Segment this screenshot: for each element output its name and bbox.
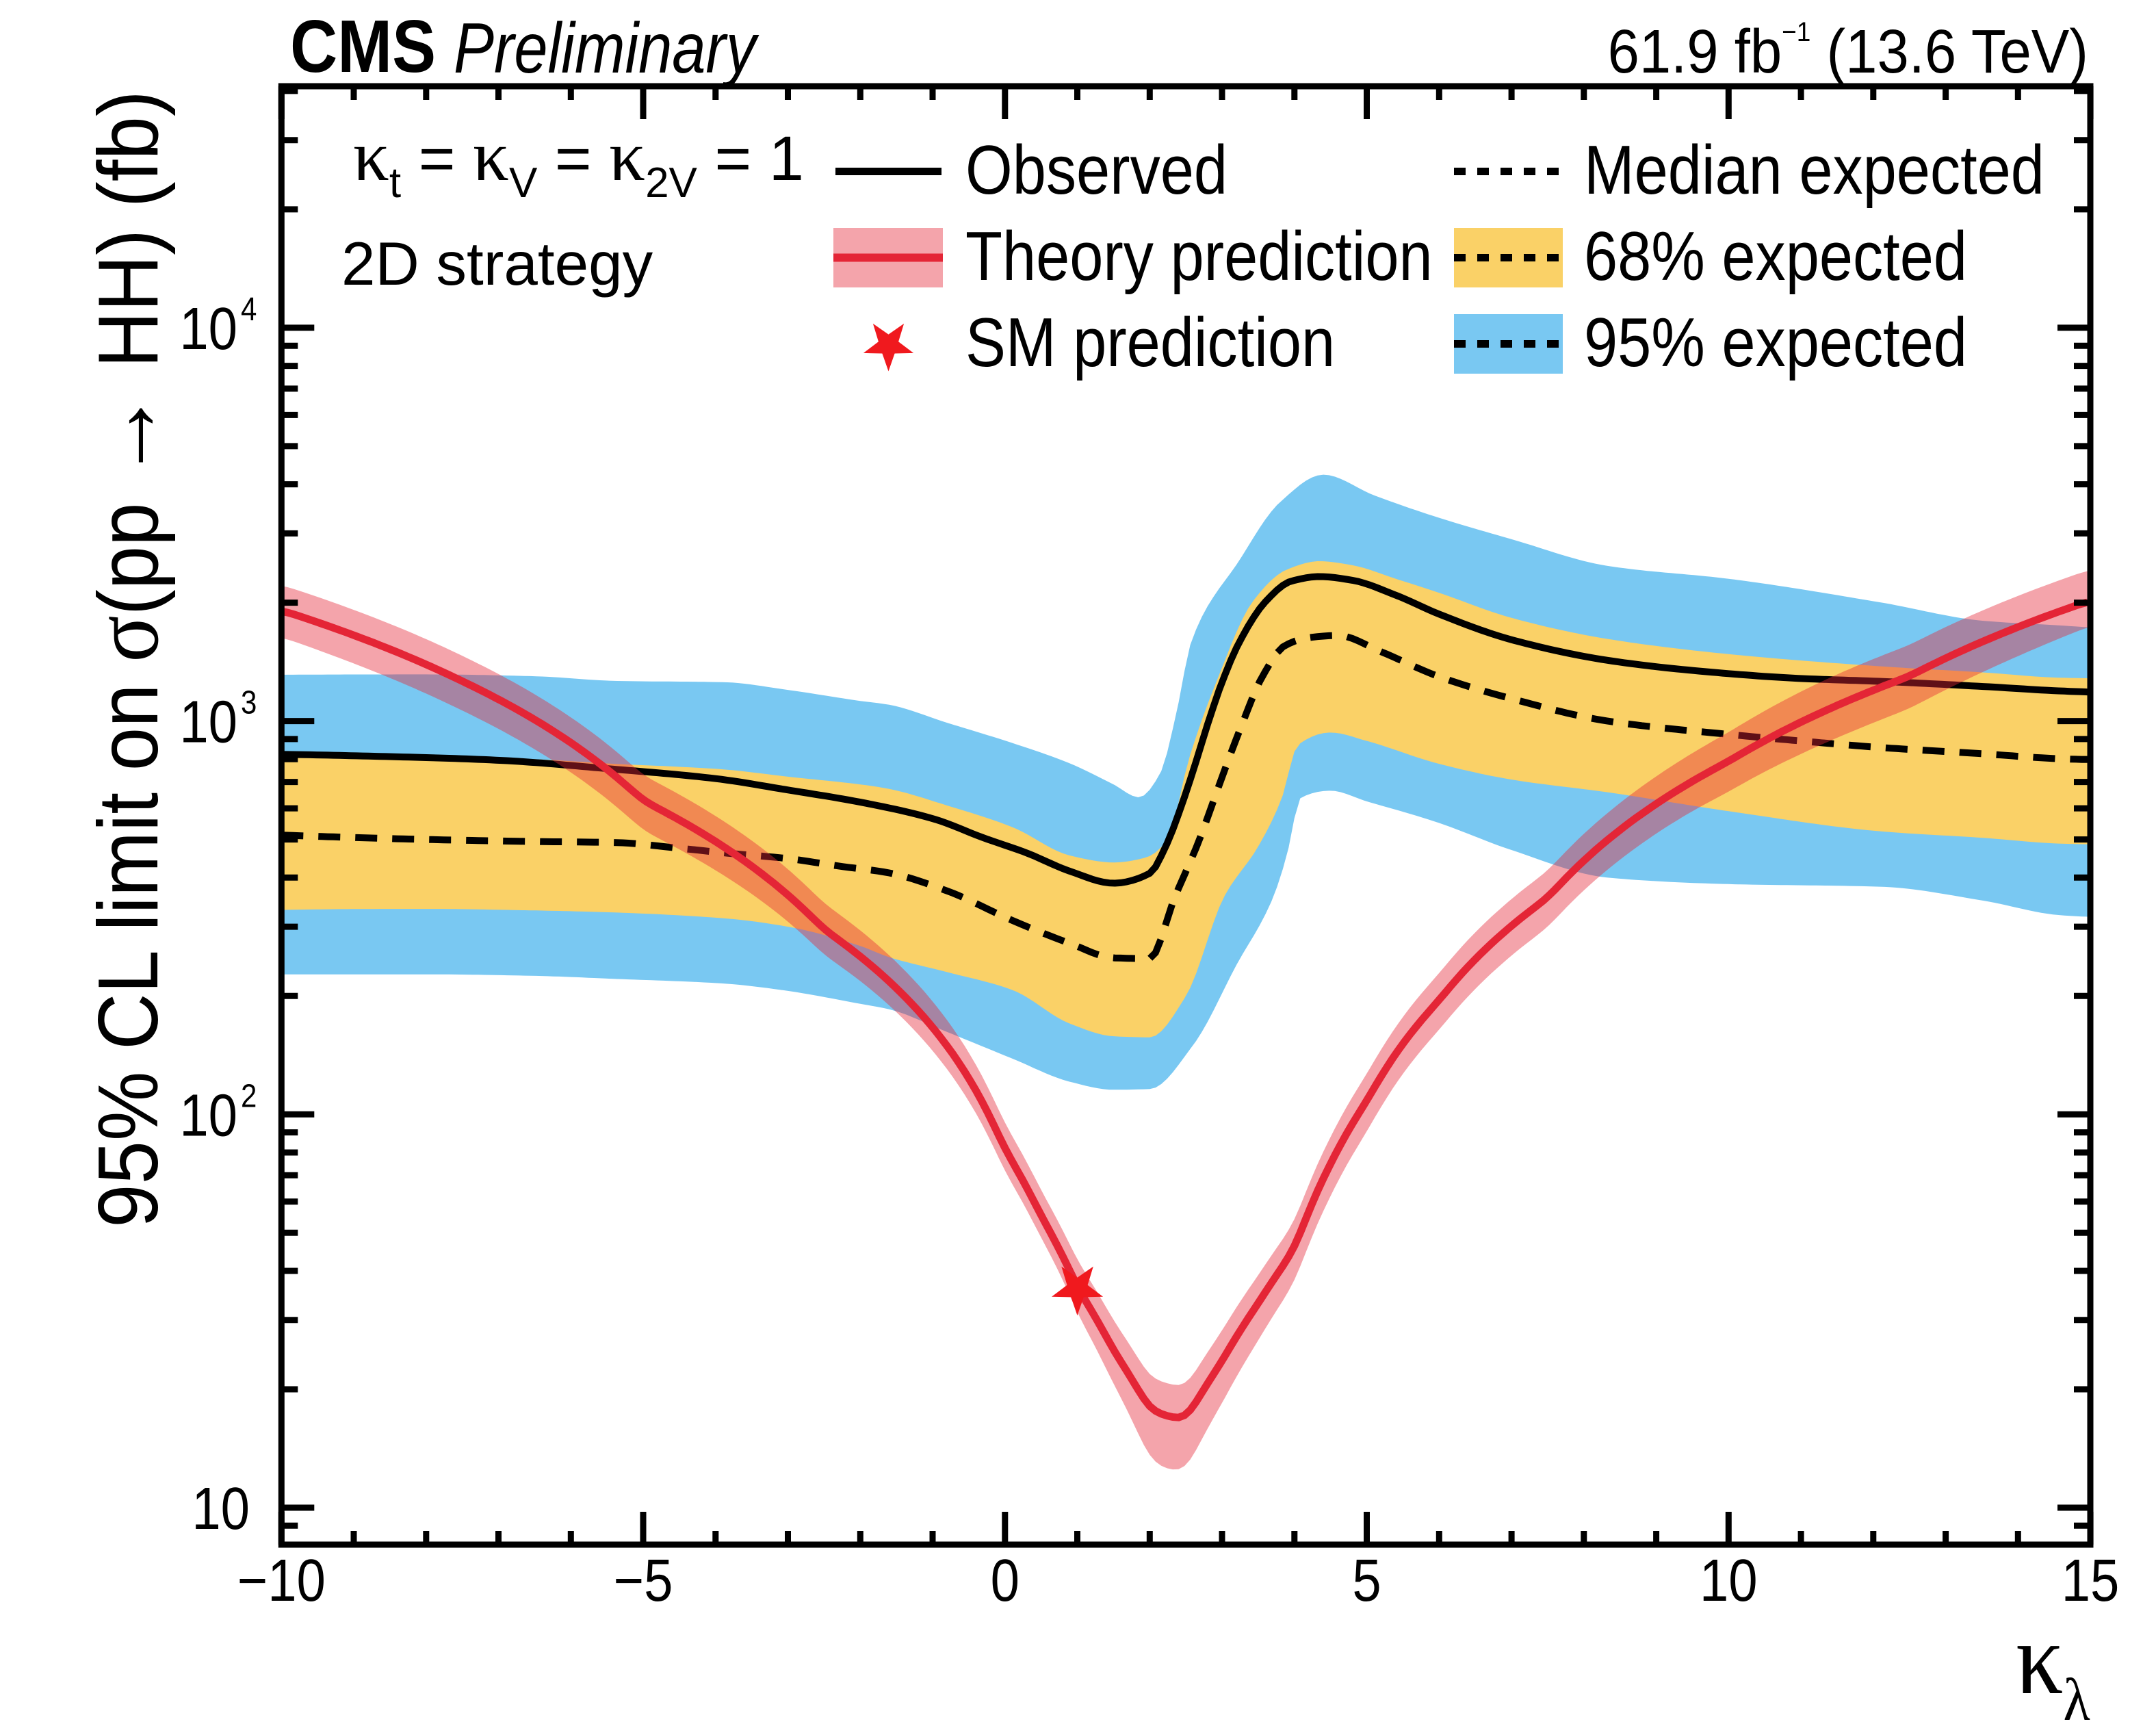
svg-text:κt = κV = κ2V = 1: κt = κV = κ2V = 1	[353, 116, 804, 207]
svg-text:3: 3	[241, 684, 257, 721]
svg-text:95% expected: 95% expected	[1584, 305, 1967, 382]
svg-text:95% CL limit on σ(pp → HH) (fb: 95% CL limit on σ(pp → HH) (fb)	[68, 90, 179, 1228]
svg-text:Theory prediction: Theory prediction	[965, 218, 1433, 296]
svg-text:10: 10	[192, 1476, 250, 1542]
svg-text:4: 4	[241, 290, 257, 327]
svg-text:2D strategy: 2D strategy	[341, 229, 653, 298]
svg-text:61.9 fb−1 (13.6 TeV): 61.9 fb−1 (13.6 TeV)	[1608, 17, 2088, 86]
svg-text:10: 10	[1700, 1547, 1758, 1614]
svg-text:SM prediction: SM prediction	[965, 305, 1335, 382]
svg-text:CMS: CMS	[290, 4, 436, 88]
svg-text:2: 2	[241, 1077, 257, 1114]
svg-text:−10: −10	[237, 1547, 326, 1614]
svg-text:Preliminary: Preliminary	[454, 9, 759, 88]
svg-text:15: 15	[2062, 1547, 2120, 1614]
svg-text:5: 5	[1352, 1547, 1381, 1614]
svg-text:10: 10	[179, 296, 237, 362]
svg-text:0: 0	[991, 1547, 1019, 1614]
svg-text:Median expected: Median expected	[1584, 132, 2044, 209]
svg-text:−5: −5	[614, 1547, 673, 1614]
svg-text:Observed: Observed	[965, 132, 1228, 209]
svg-text:68% expected: 68% expected	[1584, 218, 1967, 296]
svg-text:10: 10	[179, 689, 237, 756]
svg-text:10: 10	[179, 1083, 237, 1149]
